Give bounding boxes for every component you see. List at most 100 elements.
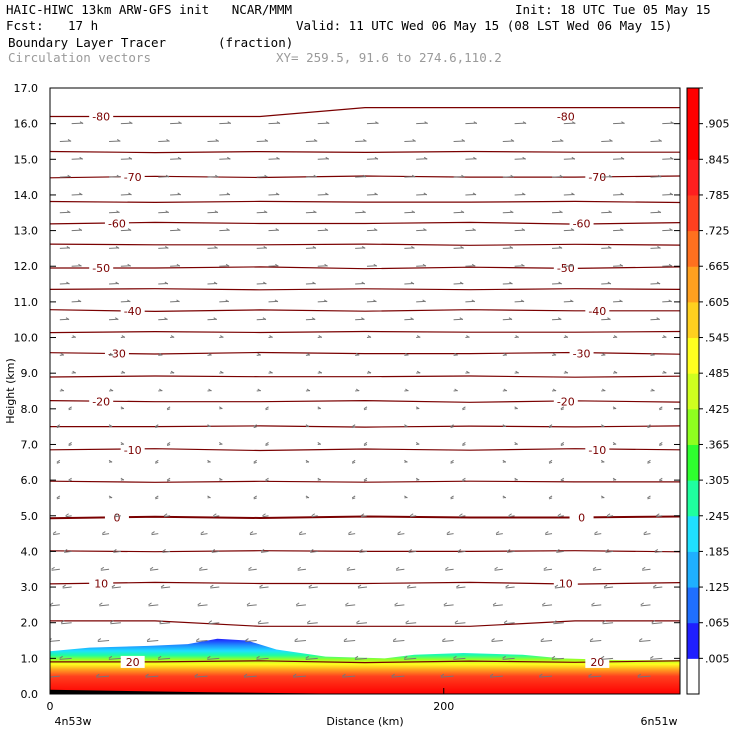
colorbar-label: .725: [705, 225, 730, 238]
vector-arrowhead: [150, 567, 153, 569]
colorbar-segment: [687, 480, 699, 516]
vector-arrowhead: [152, 532, 155, 534]
circulation-vector: [219, 194, 230, 195]
vector-arrowhead: [406, 621, 409, 623]
circulation-vector: [416, 123, 427, 124]
circulation-vector: [601, 212, 611, 213]
circulation-vector: [257, 212, 267, 213]
circulation-vector: [247, 605, 257, 606]
circulation-vector: [306, 177, 317, 178]
temperature-contour: [50, 621, 680, 626]
circulation-vector: [101, 569, 109, 570]
contour-label: -80: [92, 111, 110, 124]
vector-arrowhead: [98, 639, 101, 641]
circulation-vector: [542, 605, 552, 606]
circulation-vector: [345, 605, 355, 606]
circulation-vector: [653, 587, 662, 588]
circulation-vector: [603, 623, 614, 624]
circulation-vector: [465, 194, 476, 195]
vector-arrowhead: [260, 585, 263, 587]
circulation-vector: [60, 177, 71, 178]
circulation-vector: [641, 605, 651, 606]
vector-arrowhead: [642, 567, 645, 569]
y-tick-label: 13.0: [14, 225, 39, 238]
vector-arrowhead: [348, 532, 351, 534]
colorbar-label: .905: [705, 118, 730, 131]
circulation-vector: [454, 141, 465, 142]
y-tick-label: 7.0: [21, 438, 39, 451]
vector-arrowhead: [656, 514, 659, 516]
circulation-vector: [208, 177, 219, 178]
temperature-contour: [50, 108, 680, 117]
vector-arrowhead: [312, 514, 315, 516]
circulation-vector: [296, 605, 306, 606]
circulation-vector: [356, 623, 367, 624]
vector-arrowhead: [407, 585, 410, 587]
circulation-vector: [318, 123, 329, 124]
colorbar-segment: [687, 302, 699, 338]
circulation-vector: [662, 194, 673, 195]
circulation-vector: [110, 623, 121, 624]
temperature-contour: [50, 201, 680, 202]
circulation-vector: [406, 623, 417, 624]
cross-section-chart: -80 -80-70 -70-60 -60-50 -50-40 -40-30 -30-20-…: [0, 0, 740, 740]
circulation-vector: [465, 159, 476, 160]
contour-label: -60: [573, 217, 591, 230]
vector-arrowhead: [639, 639, 642, 641]
x-tick-label: 0: [47, 700, 54, 713]
circulation-vector: [347, 569, 355, 570]
contour-label: -50: [557, 262, 575, 275]
vector-arrowhead: [541, 639, 544, 641]
vector-arrowhead: [396, 567, 399, 569]
circulation-vector: [454, 177, 465, 178]
circulation-vector: [60, 141, 71, 142]
circulation-vector: [219, 123, 230, 124]
contour-label: 0: [113, 512, 120, 525]
y-tick-label: 17.0: [14, 82, 39, 95]
vector-arrowhead: [295, 639, 298, 641]
circulation-vector: [121, 159, 132, 160]
vector-arrowhead: [493, 603, 496, 605]
circulation-vector: [102, 534, 109, 535]
circulation-vector: [250, 534, 257, 535]
y-tick-label: 4.0: [21, 545, 39, 558]
vector-arrowhead: [149, 603, 152, 605]
circulation-vector: [257, 141, 268, 142]
vector-arrowhead: [347, 567, 350, 569]
circulation-vector: [553, 623, 564, 624]
circulation-vector: [515, 194, 526, 195]
circulation-vector: [248, 569, 256, 570]
circulation-vector: [210, 587, 219, 588]
contour-label: -20: [557, 396, 575, 409]
vector-arrowhead: [590, 639, 593, 641]
vector-arrowhead: [361, 514, 364, 516]
contour-label: -80: [557, 111, 575, 124]
vector-arrowhead: [398, 532, 401, 534]
contour-label: -20: [92, 396, 110, 409]
circulation-vector: [269, 123, 280, 124]
circulation-vector: [72, 194, 83, 195]
vector-arrowhead: [247, 603, 250, 605]
circulation-vector: [261, 551, 269, 552]
circulation-vector: [496, 534, 503, 535]
circulation-vector: [344, 641, 355, 642]
contour-label: -70: [124, 171, 142, 184]
circulation-vector: [219, 159, 230, 160]
circulation-vector: [556, 551, 564, 552]
vector-arrowhead: [258, 621, 261, 623]
circulation-vector: [552, 212, 562, 213]
colorbar-label: .605: [705, 296, 730, 309]
colorbar-label: .305: [705, 474, 730, 487]
circulation-vector: [72, 159, 83, 160]
circulation-vector: [199, 569, 207, 570]
vector-arrowhead: [445, 567, 448, 569]
circulation-vector: [318, 194, 329, 195]
temperature-contours: -80 -80-70 -70-60 -60-50 -50-40 -40-30 -30-20-…: [50, 108, 680, 669]
vector-arrowhead: [209, 621, 212, 623]
temperature-contour: [50, 244, 680, 245]
circulation-vector: [552, 177, 563, 178]
circulation-vector: [64, 551, 72, 552]
contour-label: -60: [108, 217, 126, 230]
circulation-vector: [544, 569, 552, 570]
temperature-contour: [50, 401, 680, 403]
